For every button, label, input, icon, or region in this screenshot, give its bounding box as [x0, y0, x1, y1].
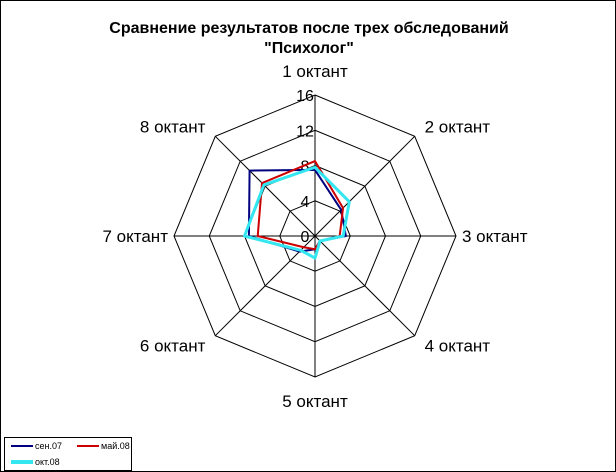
legend-label-sen07: сен.07: [35, 441, 62, 451]
chart-title: Сравнение результатов после трех обследо…: [1, 19, 615, 59]
legend-swatch-okt08: [11, 460, 33, 464]
spoke-8: [214, 135, 316, 237]
data-point-s2-2: [342, 207, 344, 209]
data-point-s2-1: [314, 160, 316, 162]
spoke-6: [214, 235, 316, 337]
category-label-2: 2 октант: [425, 117, 491, 136]
category-label-8: 8 октант: [140, 117, 206, 136]
legend-item-okt08: окт.08: [11, 457, 60, 467]
category-label-7: 7 октант: [103, 227, 169, 246]
category-label-5: 5 октант: [282, 392, 348, 411]
tick-label-8: 8: [301, 159, 310, 176]
legend-swatch-may08: [77, 445, 99, 447]
tick-label-16: 16: [296, 88, 314, 105]
tick-label-12: 12: [296, 123, 314, 140]
category-label-6: 6 октант: [140, 337, 206, 356]
chart-title-line1: Сравнение результатов после трех обследо…: [109, 20, 509, 37]
data-point-s3-5: [314, 257, 316, 259]
spoke-4: [314, 235, 416, 337]
legend-item-sen07: сен.07: [11, 441, 62, 451]
category-label-3: 3 октант: [462, 227, 528, 246]
legend: сен.07 май.08 окт.08: [4, 437, 132, 471]
data-point-s1-8: [248, 169, 251, 172]
data-point-s3-7: [243, 235, 246, 237]
tick-label-4: 4: [301, 194, 310, 211]
data-point-s3-2: [348, 200, 351, 203]
legend-item-may08: май.08: [77, 441, 130, 451]
category-label-1: 1 октант: [282, 62, 348, 81]
spoke-2: [314, 135, 416, 237]
data-point-s1-2: [340, 209, 342, 211]
data-point-s2-8: [261, 182, 263, 184]
legend-label-okt08: окт.08: [35, 457, 60, 467]
data-point-s2-5: [314, 248, 316, 251]
tick-label-0: 0: [301, 229, 310, 246]
data-point-s3-4: [319, 240, 321, 242]
data-point-s3-3: [342, 235, 345, 237]
data-point-s2-6: [302, 246, 305, 249]
data-point-s3-8: [263, 184, 265, 186]
legend-label-may08: май.08: [101, 441, 130, 451]
legend-swatch-sen07: [11, 445, 33, 447]
data-point-s1-3: [345, 235, 347, 237]
chart-title-line2: "Психолог": [264, 40, 354, 57]
category-label-4: 4 октант: [425, 337, 491, 356]
data-point-s3-1: [314, 166, 316, 169]
data-point-s3-6: [299, 249, 302, 252]
data-point-s2-7: [256, 235, 259, 237]
